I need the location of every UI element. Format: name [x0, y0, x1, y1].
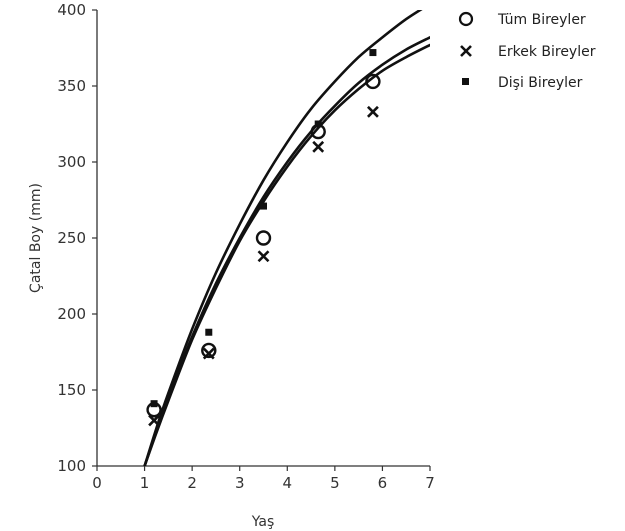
legend-label-tum-bireyler: Tüm Bireyler — [497, 12, 586, 28]
point-tum-bireyler — [255, 230, 272, 246]
point-erkek-bireyler — [148, 414, 161, 427]
x-tick-label: 0 — [92, 474, 102, 492]
legend: Tüm Bireyler Erkek Bireyler Dişi Bireyle… — [458, 11, 596, 91]
point-erkek-bireyler — [202, 347, 215, 360]
y-tick-label: 100 — [57, 457, 86, 475]
y-tick-label: 300 — [57, 153, 86, 171]
point-disi-bireyler — [205, 328, 213, 336]
y-tick-label: 250 — [57, 229, 86, 247]
curve-erkek-bireyler — [143, 43, 430, 466]
legend-x-marker-icon — [460, 45, 472, 57]
curve-tum-bireyler — [143, 10, 423, 466]
x-tick-label: 3 — [235, 474, 245, 492]
y-axis-title: Çatal Boy (mm) — [28, 183, 44, 293]
fitted-curves — [143, 10, 430, 466]
x-tick-label: 7 — [425, 474, 435, 492]
y-ticks: 100 150 200 250 300 350 400 — [57, 1, 97, 475]
x-tick-label: 5 — [330, 474, 340, 492]
legend-square-marker-icon — [462, 78, 469, 85]
point-erkek-bireyler — [366, 105, 379, 118]
axes — [96, 10, 430, 467]
x-tick-label: 1 — [140, 474, 150, 492]
x-axis-title: Yaş — [251, 514, 275, 530]
data-points — [146, 49, 381, 427]
point-disi-bireyler — [369, 49, 377, 57]
y-tick-label: 200 — [57, 305, 86, 323]
x-ticks: 0 1 2 3 4 5 6 7 — [92, 466, 435, 492]
x-tick-label: 2 — [187, 474, 197, 492]
y-tick-label: 400 — [57, 1, 86, 19]
legend-open-circle-icon — [458, 11, 474, 27]
point-disi-bireyler — [260, 202, 267, 210]
legend-item-tum-bireyler: Tüm Bireyler — [458, 11, 586, 28]
point-tum-bireyler — [201, 342, 217, 359]
point-erkek-bireyler — [312, 140, 325, 153]
legend-label-erkek-bireyler: Erkek Bireyler — [498, 44, 596, 60]
legend-item-erkek-bireyler: Erkek Bireyler — [460, 44, 596, 60]
x-tick-label: 4 — [283, 474, 293, 492]
point-disi-bireyler — [150, 400, 158, 408]
y-tick-label: 150 — [57, 381, 86, 399]
point-erkek-bireyler — [257, 250, 270, 263]
point-tum-bireyler — [365, 73, 381, 90]
point-disi-bireyler — [314, 120, 322, 128]
x-tick-label: 6 — [378, 474, 388, 492]
legend-item-disi-bireyler: Dişi Bireyler — [462, 75, 583, 91]
legend-label-disi-bireyler: Dişi Bireyler — [498, 75, 583, 91]
curve-disi-bireyler — [143, 36, 430, 466]
y-tick-label: 350 — [57, 77, 86, 95]
